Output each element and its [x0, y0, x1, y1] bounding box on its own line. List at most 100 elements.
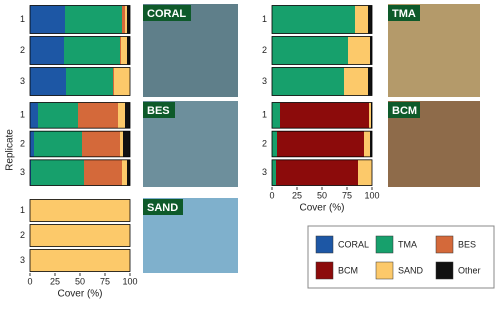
bar-segment	[30, 224, 130, 247]
bar-segment	[30, 67, 66, 96]
bar-segment	[30, 249, 130, 272]
bar-segment	[30, 36, 64, 65]
bar-segment	[358, 159, 372, 186]
bar-segment	[370, 131, 372, 157]
bar-segment	[34, 131, 82, 157]
x-axis-label: Cover (%)	[299, 203, 344, 214]
legend-swatch	[315, 261, 334, 280]
bar-segment	[364, 131, 370, 157]
legend-swatch	[435, 261, 454, 280]
x-tick-label: 75	[100, 276, 110, 286]
bar-segment	[123, 131, 130, 157]
bar-segment	[272, 159, 276, 186]
bar-outline	[29, 224, 131, 247]
bar-segment	[38, 102, 78, 129]
x-tick-label: 50	[317, 190, 327, 200]
photo-label-bg	[388, 5, 420, 21]
bar-segment	[114, 67, 130, 96]
x-tick-label: 75	[342, 190, 352, 200]
bar-segment	[121, 36, 127, 65]
x-axis-label: Cover (%)	[57, 289, 102, 300]
x-tick-label: 25	[50, 276, 60, 286]
y-tick-label: 3	[20, 255, 25, 265]
bar-outline	[271, 5, 373, 34]
bar-segment	[120, 131, 123, 157]
bar-segment	[344, 67, 368, 96]
legend-swatch	[375, 235, 394, 254]
photo-label-bg	[388, 102, 420, 118]
y-tick-label: 1	[20, 14, 25, 24]
bar-segment	[125, 5, 127, 34]
bar-segment	[64, 36, 120, 65]
bar-segment	[368, 67, 372, 96]
photo-label-bg	[143, 5, 191, 21]
bar-segment	[272, 5, 355, 34]
bar-segment	[66, 67, 113, 96]
x-tick-label: 25	[292, 190, 302, 200]
y-tick-label: 3	[262, 167, 267, 177]
bar-segment	[30, 199, 130, 222]
bar-segment	[118, 102, 125, 129]
bar-segment	[280, 102, 369, 129]
bar-outline	[271, 102, 373, 129]
panel-title: BES	[147, 105, 170, 117]
x-tick-label: 0	[269, 190, 274, 200]
x-tick-label: 0	[27, 276, 32, 286]
bar-outline	[29, 67, 131, 96]
bar-segment	[30, 5, 65, 34]
bar-outline	[29, 36, 131, 65]
y-tick-label: 3	[20, 167, 25, 177]
y-tick-label: 2	[20, 230, 25, 240]
bar-segment	[65, 5, 122, 34]
panel-title: BCM	[392, 105, 417, 117]
y-axis-label: Replicate	[5, 129, 16, 171]
y-tick-label: 2	[20, 45, 25, 55]
bar-outline	[271, 130, 373, 158]
legend-swatch	[435, 235, 454, 254]
legend-label: TMA	[398, 239, 417, 249]
bar-segment	[368, 5, 372, 34]
panel-title: TMA	[392, 8, 416, 20]
legend-box	[307, 225, 495, 289]
bar-segment	[355, 5, 368, 34]
bar-outline	[29, 159, 131, 186]
x-tick-label: 100	[122, 276, 137, 286]
legend-swatch	[375, 261, 394, 280]
y-tick-label: 1	[20, 205, 25, 215]
legend-swatch	[315, 235, 334, 254]
y-tick-label: 1	[262, 110, 267, 120]
bar-segment	[272, 67, 344, 96]
bar-segment	[371, 102, 372, 129]
bar-segment	[348, 36, 370, 65]
panel-title: CORAL	[147, 8, 186, 20]
y-tick-label: 2	[262, 138, 267, 148]
bar-segment	[30, 159, 31, 186]
bar-segment	[127, 159, 130, 186]
bar-segment	[82, 131, 120, 157]
y-tick-label: 3	[20, 76, 25, 86]
bar-segment	[272, 102, 280, 129]
bar-segment	[370, 36, 372, 65]
bar-segment	[277, 131, 364, 157]
y-tick-label: 1	[262, 14, 267, 24]
bar-outline	[29, 5, 131, 34]
legend-label: CORAL	[338, 239, 369, 249]
legend-label: Other	[458, 265, 481, 275]
y-tick-label: 2	[262, 45, 267, 55]
bar-segment	[78, 102, 118, 129]
legend-label: BCM	[338, 265, 358, 275]
bar-segment	[272, 131, 277, 157]
x-tick-label: 50	[75, 276, 85, 286]
y-tick-label: 2	[20, 138, 25, 148]
bar-segment	[127, 36, 130, 65]
bar-outline	[271, 36, 373, 65]
y-tick-label: 3	[262, 76, 267, 86]
bar-segment	[31, 159, 84, 186]
bar-segment	[276, 159, 358, 186]
bar-segment	[122, 159, 127, 186]
y-tick-label: 1	[20, 110, 25, 120]
bar-segment	[84, 159, 122, 186]
bar-outline	[29, 199, 131, 222]
bar-outline	[29, 130, 131, 158]
